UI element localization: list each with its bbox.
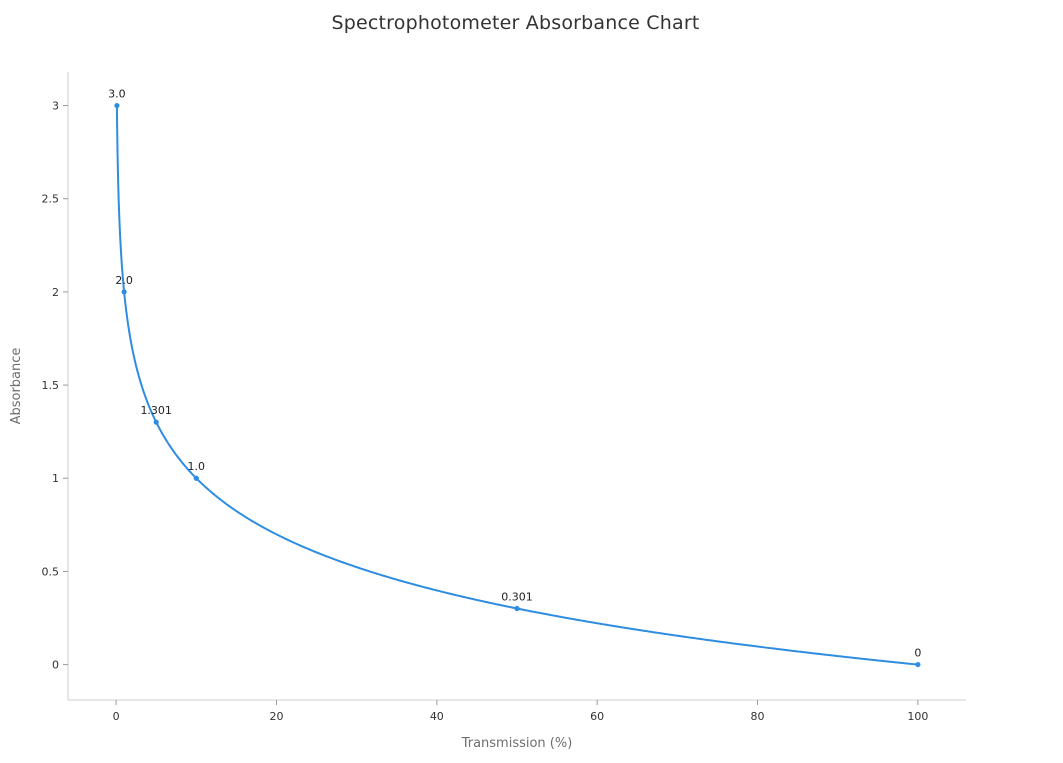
chart-title: Spectrophotometer Absorbance Chart [331,12,700,34]
x-tick-label: 60 [590,710,604,723]
x-tick-label: 0 [113,710,120,723]
x-axis-title: Transmission (%) [461,736,573,751]
y-axis-title: Absorbance [9,348,24,425]
data-label: 1.301 [140,404,172,417]
y-tick-label: 1 [52,472,59,485]
y-tick-label: 2.5 [42,193,60,206]
data-point [193,475,199,481]
data-point [121,289,127,295]
y-tick-label: 2 [52,286,59,299]
x-tick-label: 40 [430,710,444,723]
x-tick-label: 100 [907,710,928,723]
y-tick-label: 3 [52,100,59,113]
data-label: 0.301 [501,591,533,604]
absorbance-line [115,105,918,666]
data-point [915,661,921,668]
data-label: 0 [914,647,921,660]
y-tick-label: 1.5 [42,379,60,392]
data-label: 2.0 [115,274,133,287]
y-tick-label: 0.5 [42,565,60,578]
data-point [514,605,520,612]
data-label: 1.0 [188,460,206,473]
x-tick-label: 20 [269,710,283,723]
data-label: 3.0 [108,88,126,101]
data-point [114,102,120,109]
y-tick-label: 0 [52,659,59,672]
x-tick-label: 80 [751,710,765,723]
data-point [153,419,159,425]
